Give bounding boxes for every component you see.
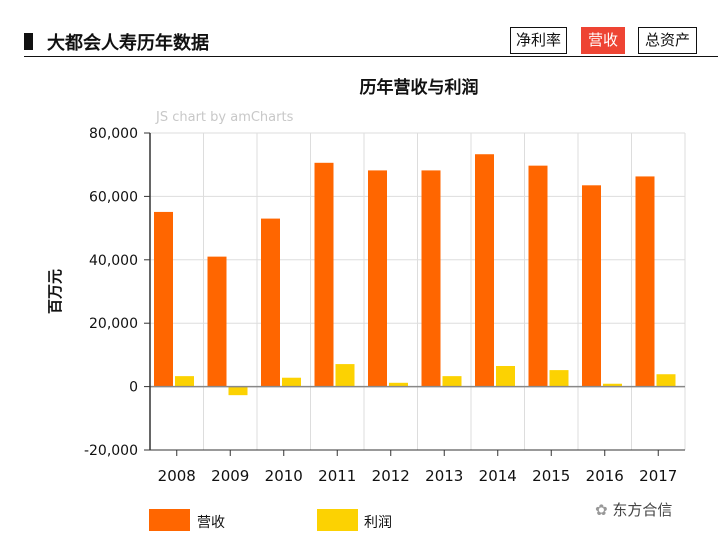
tab-net-margin[interactable]: 净利率 bbox=[510, 27, 567, 54]
bar-profit-2014 bbox=[496, 365, 515, 387]
bar-revenue-2010 bbox=[261, 218, 280, 387]
bar-profit-2011 bbox=[335, 364, 355, 387]
bar-revenue-2014 bbox=[475, 154, 494, 387]
x-tick-label: 2017 bbox=[639, 467, 677, 485]
header-marker bbox=[24, 33, 33, 50]
y-axis-label: 百万元 bbox=[46, 269, 64, 314]
x-tick-label: 2012 bbox=[372, 467, 410, 485]
bar-revenue-2015 bbox=[528, 165, 548, 387]
bar-profit-2017 bbox=[656, 374, 676, 387]
y-tick-label: 60,000 bbox=[89, 189, 138, 205]
bar-profit-2012 bbox=[389, 382, 408, 387]
tab-total-assets[interactable]: 总资产 bbox=[638, 27, 697, 54]
bar-revenue-2016 bbox=[582, 185, 601, 387]
section-header: 大都会人寿历年数据 净利率 营收 总资产 bbox=[24, 27, 718, 57]
x-tick-label: 2016 bbox=[586, 467, 624, 485]
x-tick-label: 2015 bbox=[532, 467, 570, 485]
bar-revenue-2017 bbox=[635, 176, 655, 387]
amcharts-credit-link[interactable]: JS chart by amCharts bbox=[156, 110, 294, 125]
x-tick-label: 2008 bbox=[158, 467, 196, 485]
tab-revenue[interactable]: 营收 bbox=[581, 27, 625, 54]
watermark-text: 东方合信 bbox=[612, 501, 673, 519]
bar-profit-2010 bbox=[282, 377, 301, 387]
bar-profit-2016 bbox=[603, 383, 622, 387]
bar-profit-2008 bbox=[175, 376, 194, 387]
y-tick-label: 0 bbox=[129, 380, 138, 396]
y-tick-label: 20,000 bbox=[89, 316, 138, 332]
watermark: ✿ 东方合信 bbox=[595, 499, 672, 520]
bar-revenue-2011 bbox=[314, 162, 334, 387]
bar-revenue-2009 bbox=[207, 256, 227, 387]
chart-title: 历年营收与利润 bbox=[359, 78, 479, 98]
legend-label-profit: 利润 bbox=[364, 515, 392, 531]
x-tick-label: 2009 bbox=[211, 467, 249, 485]
x-tick-label: 2014 bbox=[479, 467, 517, 485]
y-tick-label: 80,000 bbox=[89, 126, 138, 142]
y-tick-label: 40,000 bbox=[89, 253, 138, 269]
bar-revenue-2008 bbox=[154, 211, 173, 387]
y-tick-label: -20,000 bbox=[84, 443, 138, 459]
legend-swatch-profit bbox=[317, 509, 358, 531]
bar-profit-2013 bbox=[442, 376, 462, 387]
section-title: 大都会人寿历年数据 bbox=[47, 33, 209, 54]
wechat-icon: ✿ bbox=[595, 501, 613, 519]
legend-label-revenue: 营收 bbox=[197, 515, 225, 531]
legend-swatch-revenue bbox=[149, 509, 190, 531]
x-tick-label: 2010 bbox=[265, 467, 303, 485]
bar-revenue-2013 bbox=[421, 170, 441, 387]
x-tick-label: 2013 bbox=[425, 467, 463, 485]
x-tick-label: 2011 bbox=[318, 467, 356, 485]
bar-profit-2009 bbox=[228, 386, 248, 396]
bar-profit-2015 bbox=[549, 370, 569, 387]
bar-revenue-2012 bbox=[368, 170, 387, 387]
